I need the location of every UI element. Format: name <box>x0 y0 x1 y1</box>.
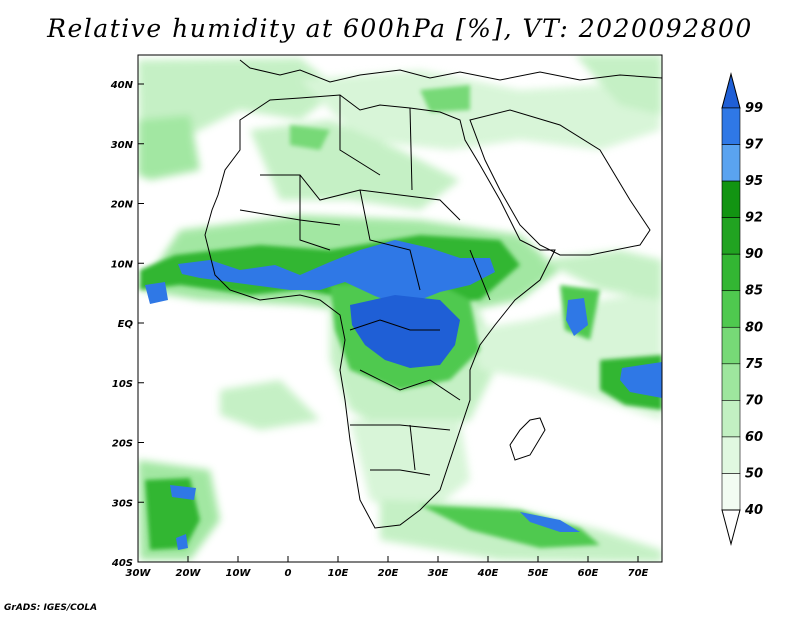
lat-tick-label: 10N <box>111 259 134 270</box>
colorbar-label: 60 <box>745 430 763 445</box>
colorbar-segment <box>721 107 741 145</box>
lon-tick-label: 30W <box>126 568 152 579</box>
lon-tick-label: 70E <box>628 568 649 579</box>
colorbar-segment <box>721 326 741 365</box>
lon-tick-label: 40E <box>477 568 499 579</box>
colorbar-segment <box>721 473 741 511</box>
colorbar-segment <box>721 180 741 218</box>
coastlines <box>204 59 663 529</box>
longitude-tick-labels: 30W 20W 10W 0 10E 20E 30E 40E 50E 60E 70E <box>126 556 649 579</box>
lon-tick-label: 10W <box>226 568 252 579</box>
colorbar-label: 50 <box>745 466 763 481</box>
lat-tick-label: EQ <box>118 319 134 330</box>
colorbar-segment <box>721 436 741 474</box>
colorbar-label: 40 <box>744 503 763 518</box>
lat-tick-label: 30S <box>112 498 133 509</box>
lon-tick-label: 0 <box>285 568 292 579</box>
colorbar-label: 70 <box>745 393 763 408</box>
colorbar-bottom-arrow <box>721 509 741 546</box>
colorbar-top-arrow <box>721 72 741 109</box>
lat-tick-label: 40N <box>110 80 134 91</box>
colorbar-segment <box>721 144 741 182</box>
lon-tick-label: 60E <box>578 568 599 579</box>
lat-tick-label: 30N <box>111 140 134 151</box>
lat-tick-label: 20S <box>112 439 133 450</box>
colorbar-label: 92 <box>745 211 763 226</box>
lat-tick-label: 10S <box>112 379 133 390</box>
colorbar-segment <box>721 253 741 292</box>
colorbar-segment <box>721 217 741 255</box>
lon-tick-label: 10E <box>328 568 349 579</box>
colorbar-label: 75 <box>745 357 763 372</box>
colorbar-segment <box>721 400 741 438</box>
colorbar-label: 95 <box>745 174 763 189</box>
chart-title: Relative humidity at 600hPa [%], VT: 202… <box>47 14 753 43</box>
colorbar-label: 99 <box>745 101 763 116</box>
colorbar: 99 97 95 92 90 85 80 75 70 60 50 40 <box>721 72 764 546</box>
credit-label: GrADS: IGES/COLA <box>4 603 98 613</box>
colorbar-label: 85 <box>745 284 763 299</box>
colorbar-label: 80 <box>745 320 763 335</box>
colorbar-segment <box>721 363 741 401</box>
lon-tick-label: 50E <box>528 568 549 579</box>
colorbar-segment <box>721 290 741 328</box>
lat-tick-label: 40S <box>111 558 133 569</box>
colorbar-label: 90 <box>745 247 763 262</box>
lon-tick-label: 20E <box>378 568 399 579</box>
latitude-tick-labels: 40N 30N 20N 10N EQ 10S 20S 30S 40S <box>110 80 144 569</box>
lat-tick-label: 20N <box>111 200 134 211</box>
humidity-field <box>138 55 662 562</box>
colorbar-label: 97 <box>745 138 764 153</box>
lon-tick-label: 30E <box>428 568 449 579</box>
lon-tick-label: 20W <box>176 568 202 579</box>
map-frame <box>137 54 663 563</box>
